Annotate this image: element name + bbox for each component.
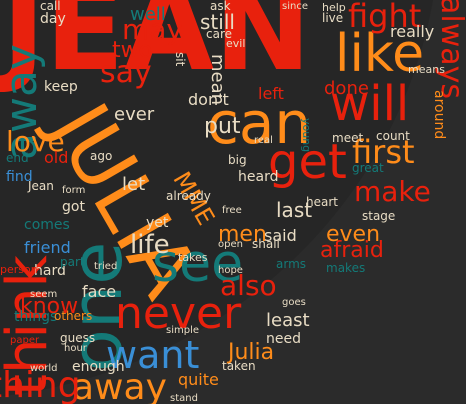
word-know: know [20, 294, 79, 319]
word-also: also [220, 269, 277, 302]
word-tried: tried [94, 261, 118, 272]
word-hard: hard [34, 263, 66, 279]
word-always: always [434, 0, 466, 100]
word-around: around [431, 90, 447, 140]
word-big: big [228, 153, 247, 167]
word-stand: stand [170, 393, 198, 404]
word-need: need [266, 331, 301, 347]
word-said: said [264, 226, 297, 245]
word-free: free [222, 205, 242, 216]
word-meet: meet [332, 131, 364, 145]
word-means: means [408, 63, 445, 76]
word-make: make [354, 175, 431, 208]
word-day: day [40, 11, 66, 27]
word-first: first [352, 133, 415, 171]
word-got: got [62, 199, 85, 215]
word-will: will [330, 76, 410, 132]
word-still: still [200, 10, 235, 34]
word-guess: guess [60, 331, 96, 345]
word-quite: quite [178, 370, 219, 389]
word-two: two [112, 38, 153, 63]
word-find: find [6, 169, 33, 185]
word-last: last [276, 198, 313, 222]
word-form: form [62, 185, 86, 196]
word-help: help [322, 1, 346, 14]
word-heart: heart [306, 195, 338, 209]
word-julia-small: Julia [228, 340, 275, 365]
word-get: get [268, 134, 347, 190]
word-men: men [218, 222, 267, 247]
word-afraid: afraid [320, 238, 384, 263]
word-keep: keep [44, 79, 78, 95]
word-evil: evil [226, 37, 246, 50]
word-ago: ago [90, 149, 113, 163]
word-young: young [300, 118, 313, 153]
word-hour: hour [64, 343, 87, 354]
word-never: never [115, 288, 242, 339]
word-jean: JEAN [2, 0, 312, 97]
word-ever: ever [114, 104, 155, 125]
word-since: since [282, 1, 308, 12]
word-away: away [72, 367, 167, 404]
word-well: well [130, 4, 166, 25]
word-left: left [258, 84, 284, 103]
word-world: world [30, 363, 58, 374]
word-goes: goes [282, 297, 306, 308]
word-face: face [82, 282, 117, 301]
word-yet: yet [146, 215, 169, 231]
word-shall: shall [252, 237, 280, 251]
word-life: life [130, 230, 170, 260]
word-care: care [206, 27, 233, 41]
word-jean-small: Jean [28, 179, 54, 193]
word-things: things [14, 309, 58, 325]
word-already: already [166, 189, 211, 203]
word-really: really [390, 22, 435, 41]
word-may: may [122, 13, 184, 46]
word-let: let [122, 174, 146, 195]
word-see: see [152, 234, 244, 294]
word-real: real [254, 135, 273, 146]
word-sit: sit [173, 52, 187, 67]
word-thing: thing [0, 365, 81, 404]
word-old: old [44, 148, 69, 167]
word-end: end [6, 151, 29, 165]
word-dont: don't [188, 90, 229, 109]
word-say: say [100, 55, 152, 90]
word-even: even [326, 222, 381, 247]
word-others: others [54, 309, 93, 323]
word-great: great [352, 161, 384, 175]
word-stage: stage [362, 209, 396, 223]
word-count: count [376, 129, 410, 143]
word-takes: takes [178, 251, 208, 264]
word-like: like [335, 24, 425, 84]
word-want: want [106, 333, 200, 377]
word-person: person [0, 263, 38, 276]
word-least: least [266, 310, 310, 331]
word-fight: fight [348, 0, 422, 35]
word-enough: enough [72, 359, 125, 375]
word-part: part [60, 255, 85, 269]
word-simple: simple [166, 325, 200, 336]
word-taken: taken [222, 359, 256, 373]
word-live: live [322, 11, 344, 25]
word-call: call [40, 0, 61, 13]
word-heard: heard [238, 169, 279, 185]
word-comes: comes [24, 217, 70, 233]
word-arms: arms [276, 257, 307, 271]
word-open: open [218, 239, 243, 250]
word-seem: seem [30, 289, 58, 300]
word-can: can [207, 89, 312, 157]
word-makes: makes [326, 261, 366, 275]
word-put: put [204, 114, 241, 139]
word-paper: paper [10, 335, 40, 346]
word-hope: hope [218, 265, 243, 276]
word-ask: ask [210, 0, 231, 13]
word-friend: friend [24, 238, 71, 257]
word-done: done [324, 78, 369, 99]
word-love: love [6, 125, 65, 158]
